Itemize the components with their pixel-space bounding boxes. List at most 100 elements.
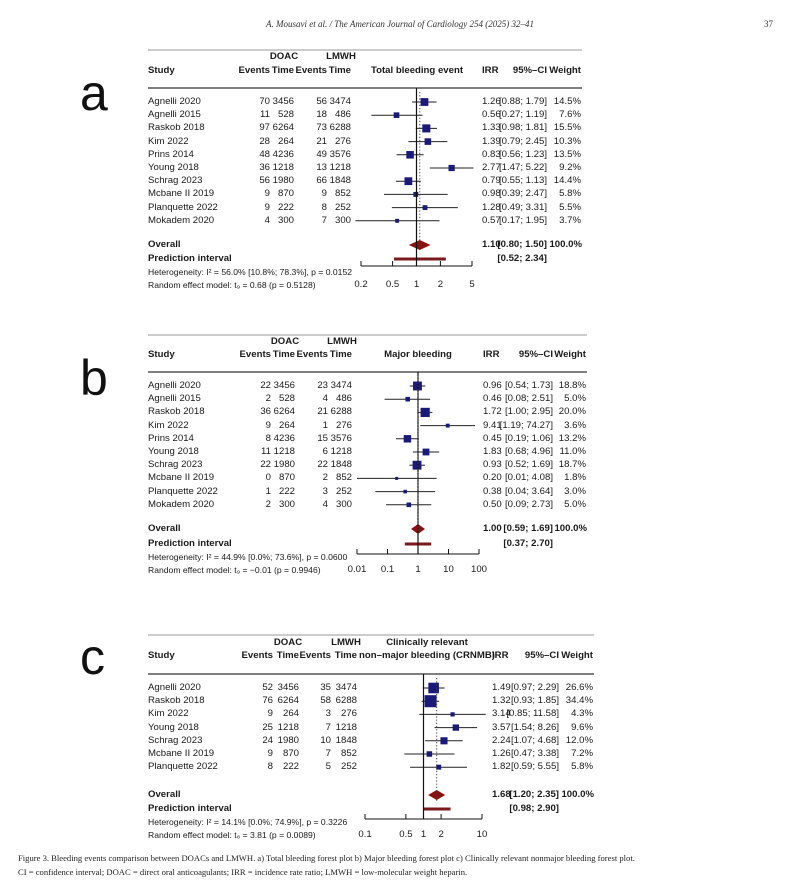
weight-value: 5.8% [571, 761, 593, 773]
lmwh-time: 276 [334, 135, 351, 147]
random-effect-text: Random effect model: t₉ = −0.01 (p = 0.9… [148, 565, 321, 575]
lmwh-time: 486 [334, 109, 351, 121]
lmwh-time: 1848 [330, 459, 352, 471]
weight-value: 7.6% [559, 109, 581, 121]
study-name: Mokadem 2020 [148, 214, 215, 226]
lmwh-events: 49 [316, 148, 327, 160]
irr-value: 1.82 [492, 761, 511, 773]
column-header-plot-title-2: non–major bleeding (CRNMB) [359, 650, 495, 661]
study-name: Raskob 2018 [148, 406, 205, 418]
study-name: Young 2018 [148, 446, 199, 457]
lmwh-events: 4 [322, 393, 328, 405]
doac-time: 6264 [277, 695, 299, 707]
doac-time: 300 [278, 498, 295, 510]
weight-value: 14.4% [553, 175, 581, 187]
study-name: Mcbane II 2019 [148, 748, 215, 759]
prediction-interval-ci: [0.52; 2.34] [497, 253, 547, 264]
study-name: Agnelli 2020 [148, 380, 201, 391]
doac-events: 9 [267, 748, 273, 759]
column-header-lmwh: LMWH [331, 637, 361, 648]
doac-time: 6264 [272, 122, 294, 134]
doac-time: 3456 [277, 682, 299, 693]
column-header-weight: Weight [561, 650, 593, 661]
lmwh-time: 6288 [329, 122, 351, 134]
ci-value: [0.56; 1.23] [498, 148, 547, 160]
panel-label: c [80, 629, 105, 685]
column-header-ci: 95%–CI [518, 349, 553, 360]
column-header-irr: IRR [483, 349, 500, 360]
lmwh-events: 18 [316, 109, 327, 121]
column-header-doac-events: Events [241, 650, 273, 661]
study-estimate-square [422, 205, 428, 211]
overall-diamond [428, 790, 446, 800]
study-name: Young 2018 [148, 162, 199, 173]
overall-ci: [0.80; 1.50] [497, 239, 547, 250]
lmwh-time: 1218 [335, 721, 357, 733]
column-header-lmwh: LMWH [327, 336, 357, 347]
weight-value: 12.0% [565, 734, 593, 746]
study-name: Prins 2014 [148, 148, 194, 160]
lmwh-events: 13 [316, 162, 327, 173]
study-estimate-square [395, 218, 400, 223]
irr-value: 0.45 [483, 432, 502, 444]
column-header-lmwh-time: Time [328, 65, 351, 76]
column-header-plot-title: Major bleeding [384, 349, 452, 360]
irr-value: 0.56 [482, 109, 501, 121]
study-name: Agnelli 2020 [148, 682, 201, 693]
lmwh-time: 6288 [330, 406, 352, 418]
lmwh-events: 8 [321, 201, 327, 213]
irr-value: 0.20 [483, 472, 502, 484]
weight-value: 4.3% [571, 708, 593, 720]
doac-events: 52 [262, 682, 273, 693]
column-header-study: Study [148, 65, 175, 76]
ci-value: [1.07; 4.68] [510, 734, 559, 746]
doac-time: 1980 [277, 734, 299, 746]
lmwh-events: 35 [320, 682, 331, 693]
study-estimate-square [403, 435, 412, 443]
doac-time: 1980 [273, 459, 295, 471]
irr-value: 0.50 [483, 498, 502, 510]
weight-value: 15.5% [553, 122, 581, 134]
lmwh-time: 852 [334, 188, 351, 200]
weight-value: 3.0% [564, 485, 586, 497]
ci-value: [1.19; 74.27] [499, 419, 553, 431]
ci-value: [0.59; 5.55] [510, 761, 559, 773]
study-estimate-square [395, 476, 399, 480]
study-name: Agnelli 2020 [148, 96, 201, 107]
weight-value: 5.8% [559, 188, 581, 200]
irr-value: 2.24 [492, 734, 511, 746]
study-name: Kim 2022 [148, 708, 189, 720]
column-header-lmwh: LMWH [326, 51, 356, 62]
lmwh-events: 7 [325, 721, 331, 733]
study-name: Raskob 2018 [148, 122, 205, 134]
ci-value: [0.97; 2.29] [510, 682, 559, 693]
study-estimate-square [450, 712, 455, 717]
lmwh-events: 73 [316, 122, 327, 134]
doac-events: 9 [264, 188, 270, 200]
heterogeneity-text: Heterogeneity: I² = 44.9% [0.0%; 73.6%],… [148, 552, 348, 562]
page-number: 37 [764, 19, 773, 29]
doac-time: 3456 [272, 96, 294, 107]
ci-value: [1.00; 2.95] [504, 406, 553, 418]
lmwh-events: 22 [317, 459, 328, 471]
lmwh-events: 23 [317, 380, 328, 391]
irr-value: 0.98 [482, 188, 501, 200]
lmwh-time: 1848 [329, 175, 351, 187]
lmwh-events: 21 [317, 406, 328, 418]
prediction-interval-label: Prediction interval [148, 803, 232, 814]
heterogeneity-text: Heterogeneity: I² = 56.0% [10.8%; 78.3%]… [148, 267, 352, 277]
doac-time: 870 [277, 188, 294, 200]
study-estimate-square [420, 407, 430, 417]
x-axis-tick-label: 0.01 [347, 564, 367, 575]
lmwh-time: 276 [340, 708, 357, 720]
lmwh-events: 9 [321, 188, 327, 200]
study-name: Mokadem 2020 [148, 498, 215, 510]
irr-value: 1.32 [492, 695, 511, 707]
ci-value: [0.27; 1.19] [498, 109, 547, 121]
study-estimate-square [452, 724, 460, 731]
lmwh-events: 10 [320, 734, 331, 746]
lmwh-time: 1848 [335, 734, 357, 746]
study-estimate-square [422, 448, 430, 456]
x-axis-tick-label: 10 [476, 829, 488, 840]
